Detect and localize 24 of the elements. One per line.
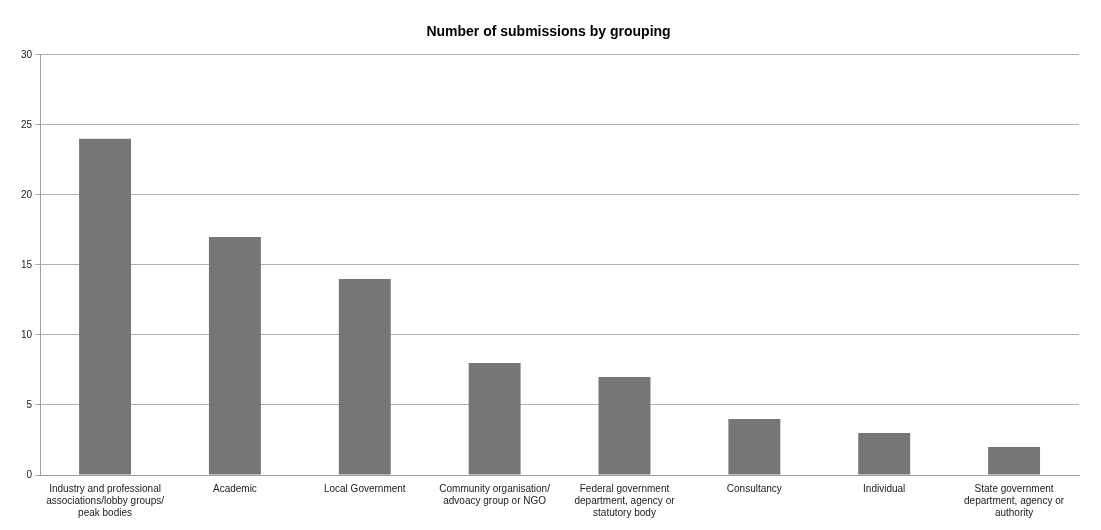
bar	[79, 138, 132, 475]
bar	[858, 432, 911, 475]
x-tick-label: Academic	[212, 482, 257, 494]
y-tick-label: 25	[21, 118, 33, 130]
y-tick-label: 30	[21, 48, 33, 60]
x-tick-label: State government department, agency or authority	[964, 482, 1065, 518]
bar	[468, 362, 521, 475]
x-tick-label: Industry and professional associations/lobby groups/ peak bodies	[46, 482, 165, 518]
x-tick-label: Local Government	[323, 482, 406, 494]
bar	[208, 236, 261, 475]
x-tick-label: Federal government department, agency or statutory body	[574, 482, 676, 518]
bar	[728, 418, 781, 475]
y-tick-label: 10	[21, 328, 33, 340]
x-tick-label: Individual	[863, 482, 906, 494]
y-tick-label: 0	[26, 468, 33, 480]
bar	[988, 446, 1041, 475]
y-tick-label: 5	[26, 398, 33, 410]
bar	[338, 278, 391, 475]
chart-title: Number of submissions by grouping	[426, 23, 671, 40]
x-tick-label: Community organisation/ advoacy group or NGO	[439, 482, 551, 506]
x-tick-label: Consultancy	[726, 482, 782, 494]
bar	[598, 376, 651, 475]
y-tick-label: 15	[21, 258, 33, 270]
y-tick-label: 20	[21, 188, 33, 200]
